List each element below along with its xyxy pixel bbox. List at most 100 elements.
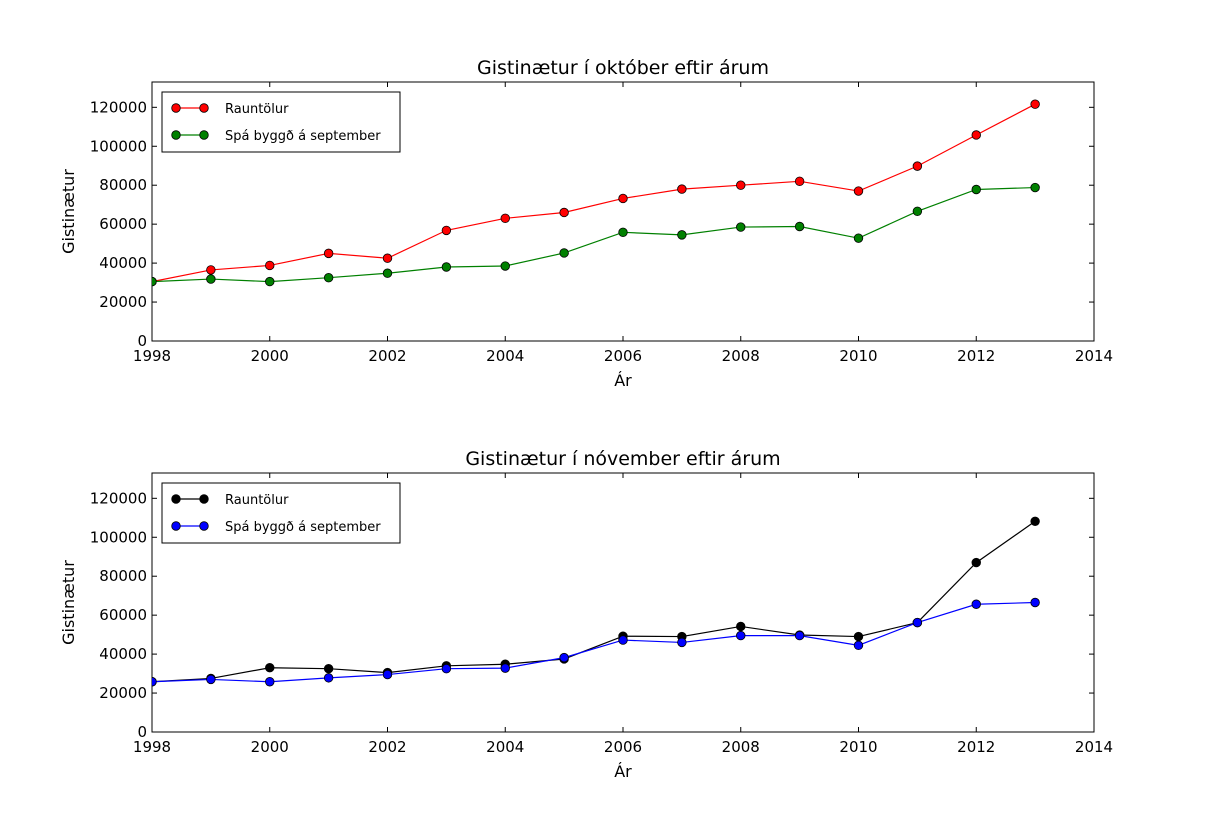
x-axis-label: Ár bbox=[614, 762, 632, 781]
data-point bbox=[971, 184, 981, 195]
data-point bbox=[559, 248, 569, 258]
x-tick-label: 1998 bbox=[133, 738, 171, 756]
y-tick-label: 100000 bbox=[90, 137, 147, 155]
data-point bbox=[912, 617, 923, 628]
legend-box bbox=[161, 91, 401, 153]
x-tick-label: 2004 bbox=[486, 347, 524, 365]
y-tick-label: 40000 bbox=[99, 254, 147, 272]
data-point bbox=[618, 193, 628, 204]
x-tick-label: 2002 bbox=[368, 738, 406, 756]
series-1 bbox=[152, 99, 1040, 287]
data-point bbox=[1030, 597, 1040, 608]
x-tick-label: 2014 bbox=[1075, 738, 1113, 756]
data-point bbox=[971, 557, 981, 568]
data-point bbox=[323, 673, 334, 683]
y-tick-label: 100000 bbox=[90, 528, 147, 546]
data-point bbox=[736, 621, 746, 632]
data-point bbox=[736, 630, 746, 641]
legend-box bbox=[161, 482, 401, 544]
data-point bbox=[677, 230, 687, 240]
data-point bbox=[559, 652, 569, 663]
y-tick-label: 80000 bbox=[99, 176, 147, 194]
legend-label: Spá byggð á september bbox=[225, 129, 381, 144]
x-tick-label: 2012 bbox=[957, 738, 995, 756]
data-point bbox=[265, 260, 275, 271]
legend-marker bbox=[199, 103, 209, 113]
y-tick-label: 120000 bbox=[90, 98, 147, 116]
data-point bbox=[853, 631, 864, 642]
data-point bbox=[794, 630, 805, 641]
chart-panel-1: Gistinætur í október eftir árum Ár Gistinæ… bbox=[59, 57, 1113, 390]
series-line bbox=[152, 186, 1036, 283]
x-tick-label: 2012 bbox=[957, 347, 995, 365]
y-axis-label: Gistinætur bbox=[59, 169, 78, 254]
data-point bbox=[500, 261, 510, 271]
legend-label: Rauntölur bbox=[225, 102, 289, 117]
legend-marker bbox=[199, 130, 209, 140]
data-point bbox=[618, 635, 628, 645]
series-2 bbox=[152, 182, 1040, 287]
legend-marker bbox=[171, 103, 181, 113]
data-point bbox=[736, 222, 746, 232]
legend-label: Spá byggð á september bbox=[225, 520, 381, 535]
chart-title: Gistinætur í október eftir árum bbox=[477, 57, 769, 79]
data-point bbox=[1030, 516, 1040, 526]
legend: Rauntölur Spá byggð á september bbox=[161, 482, 401, 544]
y-tick-label: 80000 bbox=[99, 567, 147, 585]
x-tick-label: 2000 bbox=[251, 347, 289, 365]
data-point bbox=[323, 273, 334, 283]
legend-marker bbox=[171, 494, 181, 504]
data-point bbox=[618, 227, 628, 238]
x-tick-label: 2014 bbox=[1075, 347, 1113, 365]
chart-title: Gistinætur í nóvember eftir árum bbox=[465, 448, 780, 470]
x-tick-label: 2008 bbox=[722, 347, 760, 365]
x-tick-label: 2010 bbox=[839, 347, 877, 365]
x-tick-label: 1998 bbox=[133, 347, 171, 365]
data-point bbox=[265, 677, 275, 687]
y-tick-label: 20000 bbox=[99, 293, 147, 311]
data-point bbox=[206, 674, 216, 685]
data-point bbox=[971, 599, 981, 609]
data-point bbox=[853, 233, 864, 243]
data-point bbox=[152, 677, 157, 687]
data-point bbox=[152, 276, 157, 287]
data-point bbox=[794, 176, 805, 187]
y-tick-label: 60000 bbox=[99, 606, 147, 624]
data-point bbox=[441, 262, 452, 272]
data-point bbox=[1030, 99, 1040, 109]
data-point bbox=[912, 161, 923, 171]
data-point bbox=[559, 207, 569, 218]
y-tick-label: 0 bbox=[137, 723, 147, 741]
y-tick-label: 120000 bbox=[90, 489, 147, 507]
data-point bbox=[1030, 182, 1040, 193]
data-point bbox=[794, 221, 805, 232]
data-point bbox=[265, 276, 275, 287]
data-point bbox=[265, 663, 275, 673]
legend-marker bbox=[199, 521, 209, 531]
data-point bbox=[853, 186, 864, 196]
data-point bbox=[323, 248, 334, 259]
series-line bbox=[152, 520, 1036, 683]
data-point bbox=[382, 669, 393, 680]
legend-marker bbox=[199, 494, 209, 504]
data-point bbox=[382, 253, 393, 263]
data-point bbox=[382, 268, 393, 278]
x-tick-label: 2006 bbox=[604, 347, 642, 365]
data-point bbox=[500, 213, 510, 224]
legend-marker bbox=[171, 130, 181, 140]
x-tick-label: 2006 bbox=[604, 738, 642, 756]
y-tick-label: 60000 bbox=[99, 215, 147, 233]
data-point bbox=[441, 225, 452, 236]
data-point bbox=[206, 274, 216, 284]
data-point bbox=[206, 265, 216, 275]
data-point bbox=[677, 637, 687, 648]
data-point bbox=[500, 663, 510, 673]
x-tick-label: 2010 bbox=[839, 738, 877, 756]
legend: Rauntölur Spá byggð á september bbox=[161, 91, 401, 153]
data-point bbox=[736, 180, 746, 190]
legend-label: Rauntölur bbox=[225, 493, 289, 508]
data-point bbox=[853, 640, 864, 651]
y-axis-label: Gistinætur bbox=[59, 560, 78, 645]
chart-panel-2: Gistinætur í nóvember eftir árum Ár Gistin… bbox=[59, 448, 1113, 781]
